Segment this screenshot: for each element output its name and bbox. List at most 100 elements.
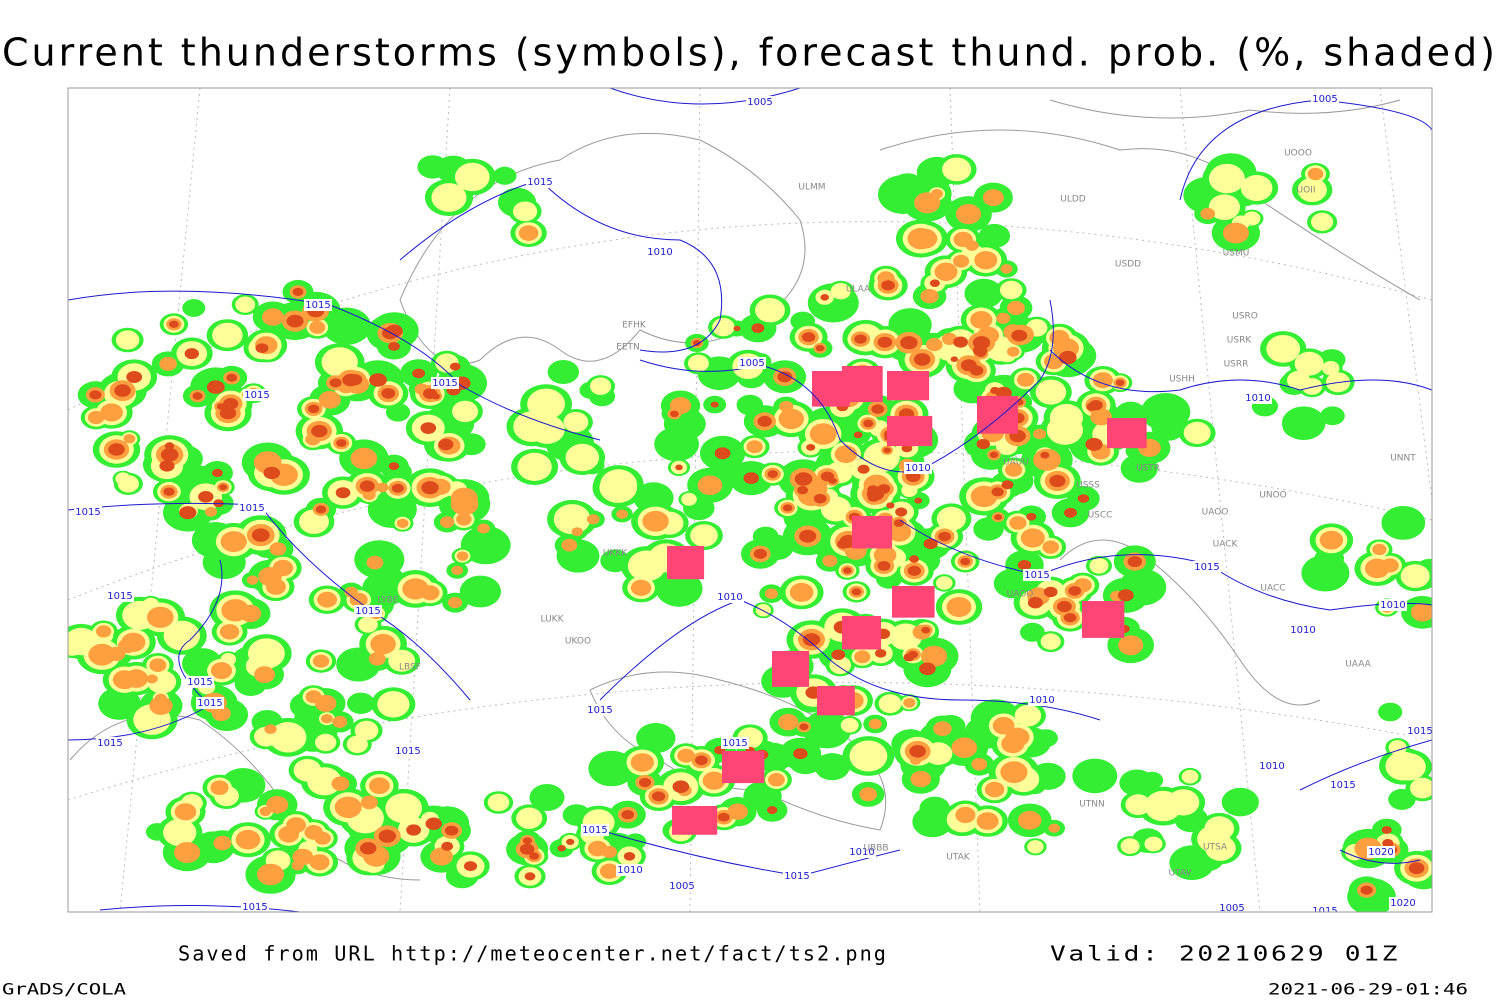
- station-label: USRO: [1232, 312, 1258, 322]
- isobar-label-bg: [668, 880, 696, 892]
- shade-cell: [953, 254, 970, 268]
- shade-cell: [895, 507, 908, 517]
- shade-cell: [1125, 794, 1151, 816]
- isobar-label: 1020: [1368, 847, 1393, 858]
- shade-cell: [695, 755, 708, 766]
- shade-cell: [901, 483, 918, 497]
- shade-cell: [851, 588, 862, 596]
- shade-cell: [903, 698, 916, 708]
- shade-cell: [1042, 540, 1059, 554]
- shade-cell: [350, 447, 378, 470]
- isobar-label: 1015: [1407, 726, 1432, 737]
- shade-cell: [360, 842, 377, 855]
- shade-cell: [616, 509, 628, 519]
- shade-cell: [802, 710, 852, 749]
- station-labels: ULMM ULDD ULAA USDD USMU UOII UOOO USRO USRK USRR…: [377, 149, 1416, 879]
- isobar-label-bg: [196, 697, 224, 709]
- shade-cell: [931, 189, 943, 199]
- shade-cell: [1043, 586, 1058, 598]
- shade-cell: [368, 652, 386, 666]
- shade-cell: [1382, 839, 1394, 848]
- isobars: [68, 88, 1432, 912]
- shade-cell: [529, 852, 539, 860]
- shade-cell: [921, 626, 931, 634]
- shade-cell: [924, 742, 953, 765]
- shade-cell: [309, 320, 326, 334]
- isobar-label-bg: [1367, 846, 1395, 858]
- shade-cell: [978, 223, 1011, 249]
- shade-cell: [768, 773, 785, 787]
- shade-cell: [1294, 351, 1324, 376]
- shade-cell: [251, 528, 270, 542]
- shade-cell: [146, 674, 158, 684]
- isobar-label: 1015: [97, 738, 122, 749]
- shade-cell: [991, 487, 1004, 497]
- shade-cell: [809, 423, 837, 445]
- isobar-label: 1010: [1029, 695, 1054, 706]
- isobar-label: 1020: [1390, 898, 1415, 909]
- isobar-label: 1015: [1194, 562, 1219, 573]
- shade-cell: [211, 705, 231, 722]
- shade-cell: [1026, 513, 1037, 521]
- shade-cell: [630, 753, 654, 772]
- shade-cell: [522, 837, 533, 845]
- shade-cell: [376, 482, 389, 493]
- shade-cell: [1040, 633, 1061, 650]
- graticule: [68, 88, 1432, 912]
- shade-cell: [1048, 823, 1060, 833]
- shade-cell: [799, 529, 817, 543]
- isobar-label: 1015: [305, 300, 330, 311]
- shade-cell: [460, 526, 511, 565]
- shade-cell: [794, 472, 813, 486]
- shade-cell: [601, 846, 618, 859]
- shade-cell: [159, 356, 177, 371]
- shade-cell: [1141, 771, 1164, 789]
- shade-cell: [1063, 613, 1077, 623]
- shade-cell: [877, 336, 893, 348]
- shade-cell: [714, 447, 731, 460]
- shade-cell: [257, 863, 284, 886]
- shade-cell: [1001, 480, 1014, 490]
- shade-cell: [727, 803, 748, 820]
- shade-cell: [996, 312, 1011, 324]
- station-label: EFHK: [622, 321, 647, 331]
- coastlines: [69, 99, 1421, 881]
- shade-cell: [921, 645, 948, 667]
- station-label: UOII: [1297, 186, 1316, 196]
- shade-cell: [1408, 862, 1425, 875]
- isobar-label-bg: [738, 357, 766, 369]
- shade-cell: [909, 555, 919, 563]
- shade-cell: [994, 514, 1003, 521]
- shade-cell: [412, 368, 425, 379]
- shade-cell: [235, 296, 256, 313]
- shade-cell: [182, 299, 206, 317]
- isobar-label-bg: [1023, 569, 1051, 581]
- shade-cell: [802, 332, 816, 343]
- shade-cell: [843, 567, 852, 574]
- shade-cell: [813, 493, 827, 504]
- shade-cell: [448, 597, 463, 609]
- shade-cell: [246, 575, 259, 585]
- shade-cell: [751, 323, 765, 333]
- isobar-label-bg: [96, 737, 124, 749]
- shade-cell: [358, 616, 378, 633]
- shade-cell: [444, 825, 459, 836]
- isobar-label-bg: [1193, 561, 1221, 573]
- shade-cell: [674, 434, 698, 452]
- station-label: USTR: [1136, 464, 1160, 474]
- shade-cell: [1392, 753, 1426, 781]
- shade-cell: [783, 504, 793, 512]
- high-probability-area: [842, 616, 882, 650]
- shade-cell: [561, 538, 578, 552]
- shade-cell: [112, 670, 137, 690]
- software-credit: GrADS/COLA: [2, 980, 126, 999]
- isobar-label: 1015: [432, 378, 457, 389]
- station-label: ULAA: [846, 285, 871, 295]
- shade-cell: [976, 350, 986, 358]
- shade-cell: [459, 575, 501, 608]
- shade-cell: [965, 240, 979, 251]
- isobar-label-bg: [304, 299, 332, 311]
- shade-cell: [565, 443, 599, 472]
- shade-cell: [381, 388, 396, 399]
- shade-cell: [1030, 762, 1066, 790]
